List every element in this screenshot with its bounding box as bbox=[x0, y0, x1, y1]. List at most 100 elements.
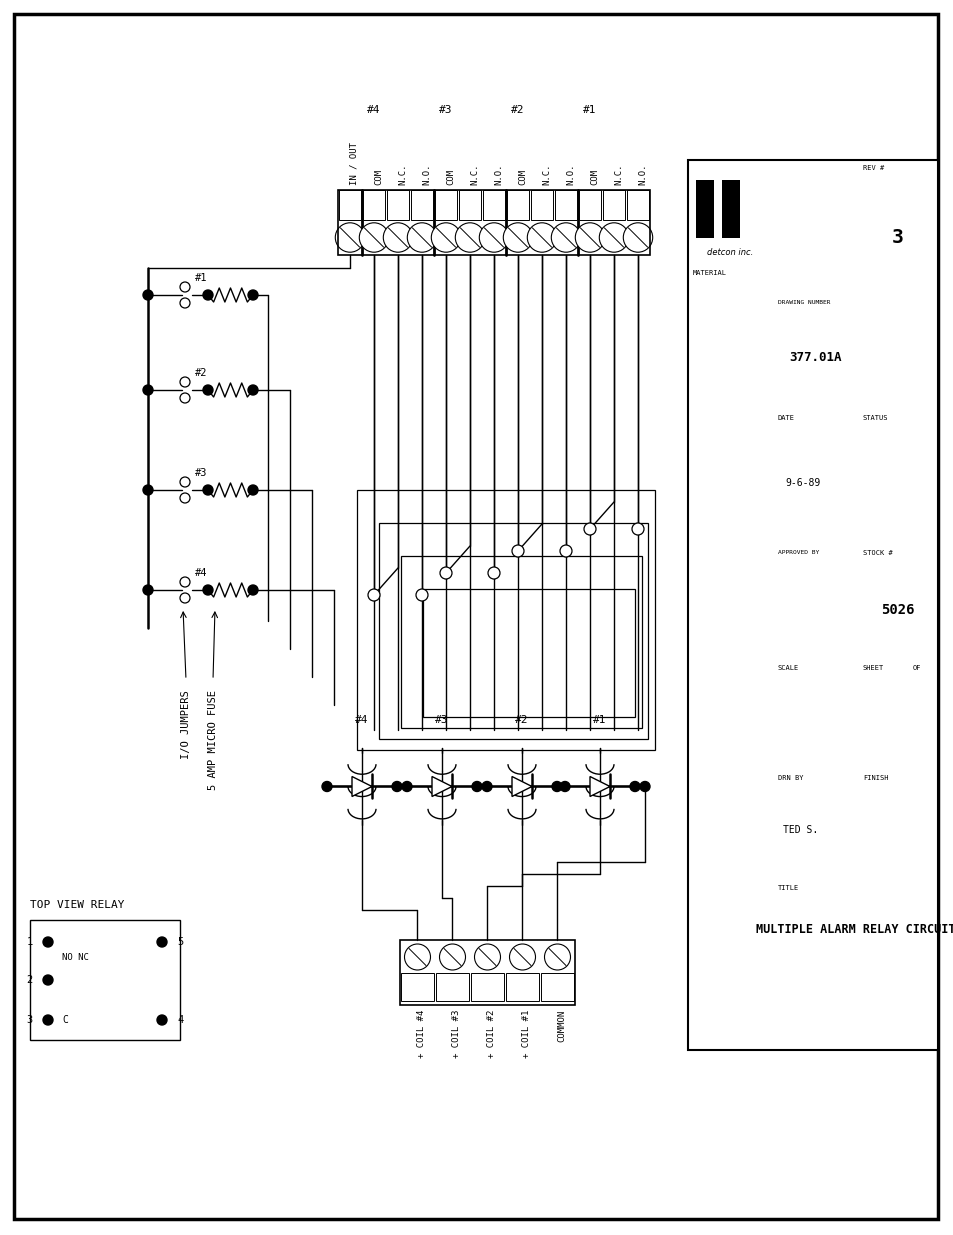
Circle shape bbox=[439, 944, 465, 969]
Circle shape bbox=[407, 222, 436, 252]
Text: MATERIAL: MATERIAL bbox=[692, 270, 726, 275]
Bar bbox=[356, 490, 655, 750]
Circle shape bbox=[180, 493, 190, 503]
Bar bbox=[458, 190, 480, 220]
Bar bbox=[626, 190, 648, 220]
Text: N.C.: N.C. bbox=[397, 163, 407, 185]
Text: SHEET: SHEET bbox=[862, 664, 883, 671]
Circle shape bbox=[544, 944, 570, 969]
Text: OF: OF bbox=[912, 664, 921, 671]
Circle shape bbox=[474, 944, 500, 969]
Text: COM: COM bbox=[589, 169, 598, 185]
Text: #2: #2 bbox=[194, 368, 208, 378]
Circle shape bbox=[559, 545, 572, 557]
Text: COM: COM bbox=[517, 169, 526, 185]
Bar bbox=[400, 973, 434, 1002]
Polygon shape bbox=[589, 777, 609, 797]
Text: #4: #4 bbox=[194, 568, 208, 578]
Bar bbox=[387, 190, 409, 220]
Circle shape bbox=[203, 385, 213, 395]
Circle shape bbox=[481, 782, 492, 792]
Text: #1: #1 bbox=[582, 105, 597, 115]
Text: COMMON: COMMON bbox=[557, 1010, 566, 1042]
Circle shape bbox=[598, 222, 628, 252]
Circle shape bbox=[180, 298, 190, 308]
Text: TED S.: TED S. bbox=[782, 825, 818, 835]
Text: MULTIPLE ALARM RELAY CIRCUIT: MULTIPLE ALARM RELAY CIRCUIT bbox=[755, 924, 953, 936]
Circle shape bbox=[143, 485, 152, 495]
Text: COM: COM bbox=[446, 169, 455, 185]
Circle shape bbox=[416, 589, 428, 601]
Text: #4: #4 bbox=[355, 715, 369, 725]
Circle shape bbox=[322, 782, 332, 792]
Text: APPROVED BY: APPROVED BY bbox=[778, 550, 819, 555]
Text: DRN BY: DRN BY bbox=[778, 776, 802, 781]
Text: C: C bbox=[62, 1015, 68, 1025]
Circle shape bbox=[43, 1015, 53, 1025]
Circle shape bbox=[631, 522, 643, 535]
Text: N.O.: N.O. bbox=[638, 163, 646, 185]
Bar bbox=[337, 190, 649, 254]
Polygon shape bbox=[432, 777, 452, 797]
Text: + COIL #1: + COIL #1 bbox=[522, 1010, 531, 1058]
Text: #3: #3 bbox=[194, 468, 208, 478]
Circle shape bbox=[359, 222, 388, 252]
Circle shape bbox=[401, 782, 412, 792]
Bar bbox=[411, 190, 433, 220]
Text: #1: #1 bbox=[593, 715, 606, 725]
Text: #1: #1 bbox=[194, 273, 208, 283]
Circle shape bbox=[404, 944, 430, 969]
Bar bbox=[555, 190, 577, 220]
Text: #2: #2 bbox=[511, 105, 524, 115]
Text: IN / OUT: IN / OUT bbox=[350, 142, 358, 185]
Text: + COIL #4: + COIL #4 bbox=[417, 1010, 426, 1058]
Bar bbox=[696, 180, 713, 238]
Text: 5026: 5026 bbox=[881, 604, 914, 618]
Circle shape bbox=[248, 485, 257, 495]
Bar bbox=[400, 556, 641, 727]
Circle shape bbox=[551, 222, 580, 252]
Text: SCALE: SCALE bbox=[778, 664, 799, 671]
Text: 1: 1 bbox=[27, 937, 33, 947]
Circle shape bbox=[478, 222, 508, 252]
Bar bbox=[531, 190, 553, 220]
Circle shape bbox=[559, 782, 569, 792]
Text: #3: #3 bbox=[438, 105, 453, 115]
Circle shape bbox=[248, 290, 257, 300]
Text: 4: 4 bbox=[177, 1015, 183, 1025]
Text: STATUS: STATUS bbox=[862, 415, 887, 421]
Circle shape bbox=[575, 222, 604, 252]
Text: 5 AMP MICRO FUSE: 5 AMP MICRO FUSE bbox=[208, 690, 218, 790]
Circle shape bbox=[157, 1015, 167, 1025]
Text: 9-6-89: 9-6-89 bbox=[784, 478, 820, 488]
Circle shape bbox=[503, 222, 532, 252]
Circle shape bbox=[143, 585, 152, 595]
Circle shape bbox=[157, 937, 167, 947]
Circle shape bbox=[629, 782, 639, 792]
Circle shape bbox=[180, 393, 190, 403]
Text: #3: #3 bbox=[435, 715, 448, 725]
Text: 5: 5 bbox=[177, 937, 183, 947]
Text: REV #: REV # bbox=[862, 165, 883, 170]
Circle shape bbox=[203, 585, 213, 595]
Circle shape bbox=[488, 567, 499, 579]
Text: detcon inc.: detcon inc. bbox=[706, 248, 752, 257]
Circle shape bbox=[180, 477, 190, 487]
Text: #2: #2 bbox=[515, 715, 528, 725]
Circle shape bbox=[622, 222, 652, 252]
Bar bbox=[471, 973, 503, 1002]
Circle shape bbox=[431, 222, 460, 252]
Bar bbox=[399, 940, 575, 1005]
Text: TITLE: TITLE bbox=[778, 885, 799, 890]
Bar bbox=[338, 190, 360, 220]
Text: N.C.: N.C. bbox=[614, 163, 622, 185]
Text: N.C.: N.C. bbox=[541, 163, 551, 185]
Circle shape bbox=[509, 944, 535, 969]
Circle shape bbox=[639, 782, 649, 792]
Circle shape bbox=[248, 385, 257, 395]
Circle shape bbox=[368, 589, 379, 601]
Circle shape bbox=[180, 593, 190, 603]
Text: STOCK #: STOCK # bbox=[862, 550, 892, 556]
Bar bbox=[363, 190, 385, 220]
Text: N.O.: N.O. bbox=[565, 163, 575, 185]
